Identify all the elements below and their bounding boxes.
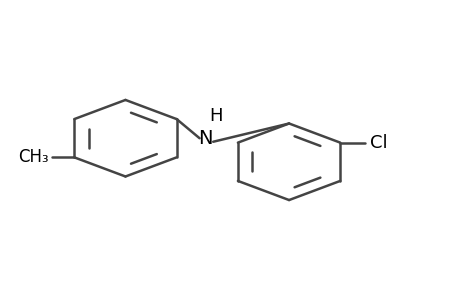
Text: Cl: Cl [369,134,386,152]
Text: CH₃: CH₃ [18,148,48,166]
Text: N: N [197,129,212,148]
Text: H: H [209,107,223,125]
